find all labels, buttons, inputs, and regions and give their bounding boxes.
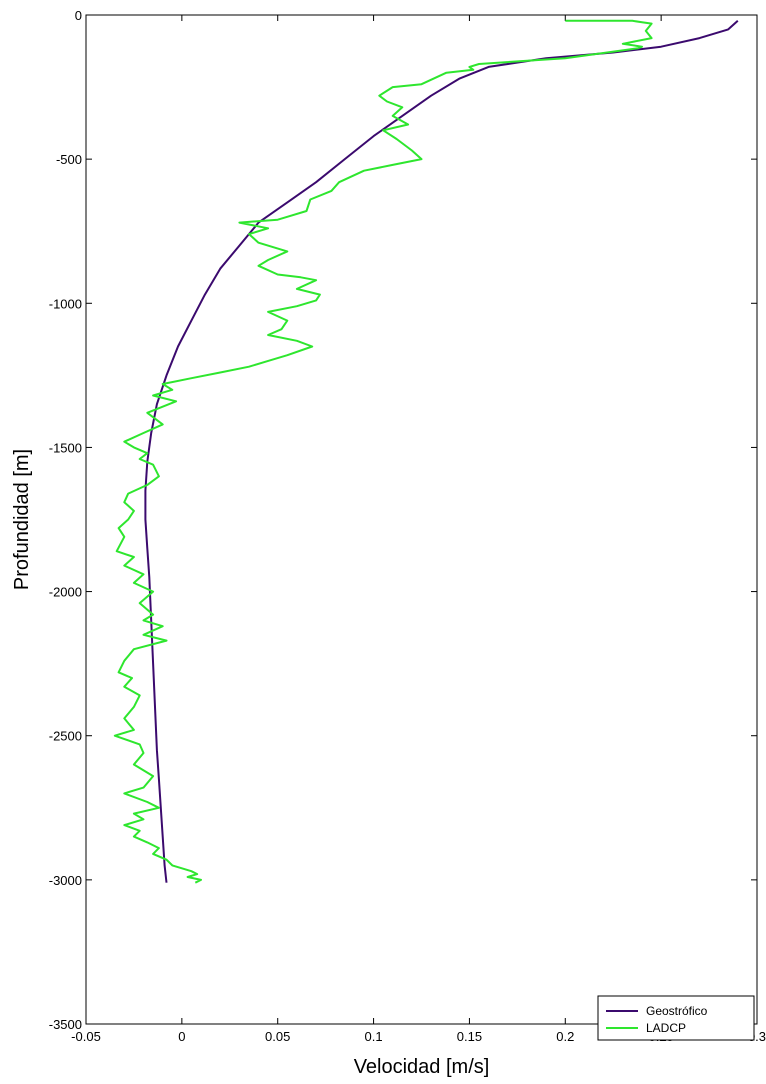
x-tick-label: 0.05 [265, 1029, 290, 1044]
legend-box [597, 995, 755, 1041]
series-layer [113, 19, 739, 884]
series-line-ladcp [113, 19, 653, 884]
y-tick-label: -2500 [49, 729, 82, 744]
y-tick-label: -3500 [49, 1017, 82, 1032]
x-tick-label: 0.15 [457, 1029, 482, 1044]
y-axis-ticks: 0 -500 -1000 -1500 -2000 -2500 -3000 -3500 [49, 8, 757, 1032]
x-tick-label: -0.05 [71, 1029, 101, 1044]
y-tick-label: -3000 [49, 873, 82, 888]
legend: Geostrófico LADCP [597, 995, 755, 1041]
y-tick-label: -1000 [49, 296, 82, 311]
legend-label-geostrofico: Geostrófico [646, 1004, 708, 1018]
x-tick-label: 0 [178, 1029, 185, 1044]
x-tick-label: 0.1 [365, 1029, 383, 1044]
x-tick-label: 0.2 [556, 1029, 574, 1044]
series-line-geostrofico [144, 20, 739, 883]
y-tick-label: 0 [75, 8, 82, 23]
y-tick-label: -2000 [49, 585, 82, 600]
y-tick-label: -1500 [49, 440, 82, 455]
legend-label-ladcp: LADCP [646, 1021, 686, 1035]
x-axis-label: Velocidad [m/s] [354, 1056, 490, 1078]
y-tick-label: -500 [56, 152, 82, 167]
y-axis-label: Profundidad [m] [11, 449, 33, 590]
plot-area [85, 14, 758, 1025]
